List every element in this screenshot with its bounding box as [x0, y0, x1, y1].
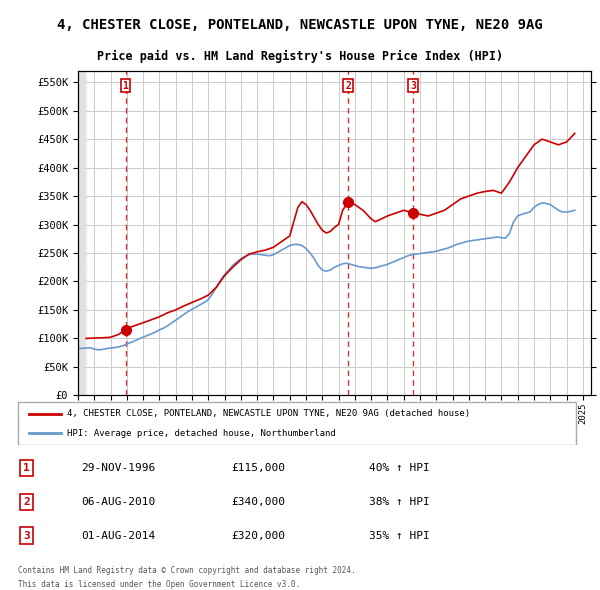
Text: 4, CHESTER CLOSE, PONTELAND, NEWCASTLE UPON TYNE, NE20 9AG (detached house): 4, CHESTER CLOSE, PONTELAND, NEWCASTLE U…: [67, 409, 470, 418]
Text: 4, CHESTER CLOSE, PONTELAND, NEWCASTLE UPON TYNE, NE20 9AG: 4, CHESTER CLOSE, PONTELAND, NEWCASTLE U…: [57, 18, 543, 32]
Text: £320,000: £320,000: [231, 531, 285, 540]
Text: 06-AUG-2010: 06-AUG-2010: [81, 497, 155, 507]
Text: 38% ↑ HPI: 38% ↑ HPI: [369, 497, 430, 507]
Text: HPI: Average price, detached house, Northumberland: HPI: Average price, detached house, Nort…: [67, 428, 335, 438]
Text: 35% ↑ HPI: 35% ↑ HPI: [369, 531, 430, 540]
Text: 3: 3: [410, 81, 416, 90]
Text: 01-AUG-2014: 01-AUG-2014: [81, 531, 155, 540]
Text: This data is licensed under the Open Government Licence v3.0.: This data is licensed under the Open Gov…: [18, 581, 300, 589]
Text: 1: 1: [23, 463, 30, 473]
Text: Price paid vs. HM Land Registry's House Price Index (HPI): Price paid vs. HM Land Registry's House …: [97, 50, 503, 63]
Text: 40% ↑ HPI: 40% ↑ HPI: [369, 463, 430, 473]
Text: 2: 2: [23, 497, 30, 507]
Text: 3: 3: [23, 531, 30, 540]
Text: £115,000: £115,000: [231, 463, 285, 473]
Bar: [78, 71, 86, 395]
Text: 1: 1: [122, 81, 128, 90]
Text: Contains HM Land Registry data © Crown copyright and database right 2024.: Contains HM Land Registry data © Crown c…: [18, 566, 355, 575]
Text: £340,000: £340,000: [231, 497, 285, 507]
FancyBboxPatch shape: [18, 402, 577, 445]
Text: 2: 2: [346, 81, 351, 90]
Text: 29-NOV-1996: 29-NOV-1996: [81, 463, 155, 473]
